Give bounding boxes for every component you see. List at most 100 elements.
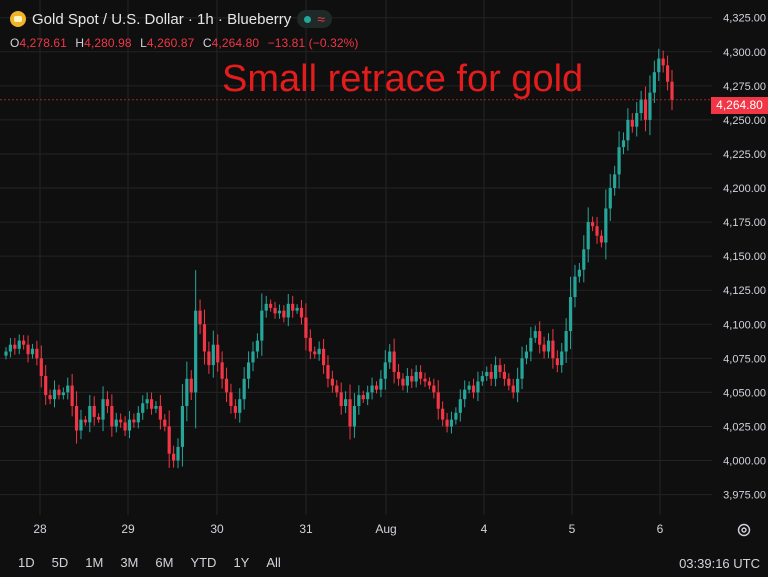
- candle-body: [630, 119, 634, 127]
- candle-body: [282, 310, 286, 318]
- candle-body: [17, 340, 21, 349]
- candle-body: [626, 119, 630, 141]
- range-1d[interactable]: 1D: [18, 555, 35, 570]
- range-3m[interactable]: 3M: [120, 555, 139, 570]
- candle-body: [388, 351, 392, 363]
- candle-body: [326, 365, 330, 379]
- candle: [366, 385, 370, 406]
- y-tick-label: 4,175.00: [723, 217, 766, 229]
- candle-body: [564, 331, 568, 352]
- candle: [17, 334, 21, 355]
- candle-body: [639, 99, 643, 114]
- candle-body: [66, 385, 70, 393]
- candle-body: [110, 406, 114, 427]
- candle-body: [476, 381, 480, 393]
- candle: [13, 337, 17, 355]
- candle: [26, 335, 30, 363]
- market-open-dot-icon: [304, 15, 312, 23]
- candle-body: [264, 303, 268, 311]
- gear-icon[interactable]: [736, 522, 752, 538]
- candle-body: [635, 113, 639, 127]
- candle: [74, 391, 79, 444]
- candle: [66, 377, 70, 400]
- candle: [613, 165, 617, 196]
- x-axis: 28 29 30 31 Aug 4 5 6: [33, 522, 663, 536]
- candle-body: [524, 351, 529, 359]
- candle-body: [617, 147, 621, 175]
- y-tick-label: 3,975.00: [723, 490, 766, 502]
- candle: [648, 75, 652, 136]
- candle-body: [568, 297, 573, 332]
- x-tick-label: 5: [569, 522, 576, 536]
- candle: [436, 380, 440, 420]
- candle: [635, 102, 639, 137]
- candle: [665, 55, 670, 91]
- candle: [224, 367, 229, 403]
- candle-body: [229, 392, 233, 407]
- candle: [110, 394, 114, 437]
- candle-body: [502, 371, 506, 379]
- candle-body: [586, 222, 590, 250]
- last-price-tag: 4,264.80: [711, 97, 768, 114]
- candle-body: [454, 412, 458, 420]
- y-tick-label: 4,075.00: [723, 353, 766, 365]
- symbol-title[interactable]: Gold Spot / U.S. Dollar · 1h · Blueberry: [32, 10, 292, 28]
- x-tick-label: 4: [481, 522, 488, 536]
- candle: [573, 264, 577, 308]
- range-ytd[interactable]: YTD: [190, 555, 217, 570]
- candle-body: [48, 395, 52, 400]
- candle-body: [445, 419, 449, 427]
- candle-body: [489, 371, 493, 379]
- candle: [577, 263, 581, 283]
- candle-body: [13, 344, 17, 349]
- candle-body: [238, 399, 242, 413]
- candle-body: [163, 419, 167, 427]
- candle-body: [30, 348, 35, 355]
- candle: [198, 299, 202, 335]
- candle-body: [132, 419, 136, 423]
- candle-body: [599, 235, 604, 243]
- candle: [361, 390, 365, 404]
- ohlc-readout: O4,278.61 H4,280.98 L4,260.87 C4,264.80 …: [10, 36, 364, 50]
- candle-body: [224, 378, 229, 393]
- candle: [630, 113, 634, 133]
- y-tick-label: 4,325.00: [723, 13, 766, 25]
- candle-body: [418, 371, 423, 379]
- y-tick-label: 4,225.00: [723, 149, 766, 161]
- candle-body: [304, 317, 308, 338]
- range-1y[interactable]: 1Y: [233, 555, 250, 570]
- candle: [657, 48, 661, 81]
- candle-body: [427, 381, 432, 386]
- candle-body: [383, 362, 387, 379]
- range-6m[interactable]: 6M: [155, 555, 174, 570]
- candle: [207, 341, 211, 374]
- candle-body: [198, 310, 202, 325]
- candle: [626, 108, 630, 151]
- candle-body: [520, 358, 524, 379]
- utc-clock[interactable]: 03:39:16 UTC: [679, 556, 760, 571]
- candle: [123, 416, 127, 436]
- candle-body: [335, 385, 339, 393]
- candle-body: [652, 72, 656, 93]
- candle-body: [604, 208, 608, 243]
- y-tick-label: 4,050.00: [723, 387, 766, 399]
- candle: [463, 380, 467, 408]
- candle-body: [396, 371, 401, 379]
- range-1m[interactable]: 1M: [85, 555, 104, 570]
- candle-body: [44, 376, 48, 396]
- candle: [202, 309, 207, 365]
- candle-body: [176, 446, 180, 461]
- candle-body: [220, 362, 224, 379]
- candle-body: [670, 81, 674, 100]
- candle: [560, 342, 564, 373]
- candle: [238, 388, 242, 423]
- candle-body: [480, 376, 484, 382]
- candle: [83, 415, 87, 426]
- range-5d[interactable]: 5D: [51, 555, 69, 570]
- market-status-pill[interactable]: ≈: [297, 10, 332, 28]
- candle: [229, 383, 233, 414]
- candle: [542, 336, 546, 359]
- range-all[interactable]: All: [266, 555, 281, 570]
- candle: [136, 406, 140, 429]
